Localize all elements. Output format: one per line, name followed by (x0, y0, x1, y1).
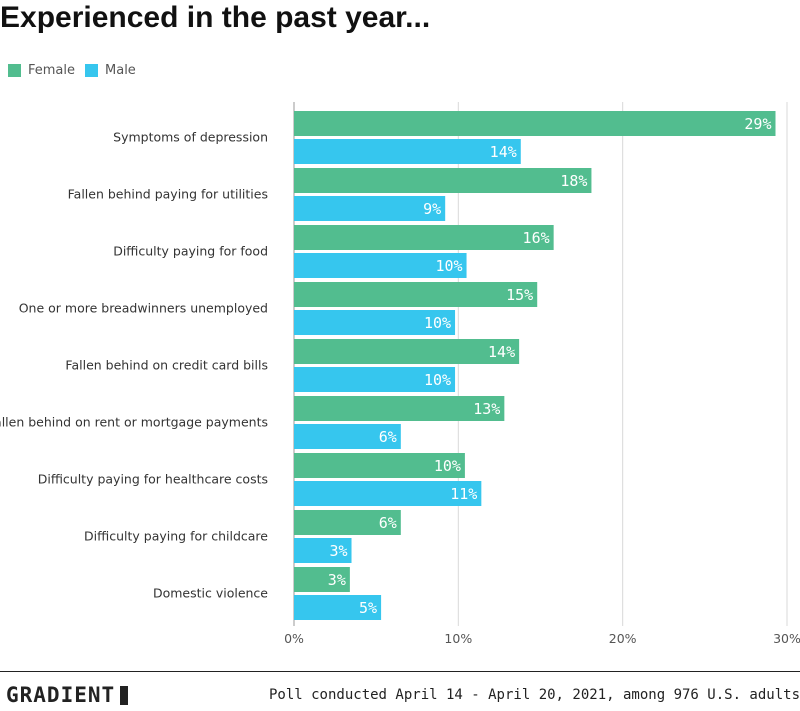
x-tick-label: 10% (444, 631, 472, 646)
bar-male (294, 538, 352, 563)
category-label: One or more breadwinners unemployed (19, 301, 268, 316)
bar-female (294, 396, 505, 421)
chart-title: Experienced in the past year... (0, 1, 431, 34)
bar-value-label: 16% (523, 229, 550, 247)
category-label: Fallen behind on rent or mortgage paymen… (0, 415, 268, 430)
bar-value-label: 14% (490, 143, 517, 161)
bar-male (294, 139, 521, 164)
bar-female (294, 282, 538, 307)
bar-female (294, 111, 776, 136)
category-label: Fallen behind paying for utilities (68, 187, 268, 202)
brand-mark-icon (120, 685, 129, 705)
bar-male (294, 481, 482, 506)
bar-value-label: 29% (744, 115, 771, 133)
legend-swatch-female (8, 63, 21, 77)
bar-female (294, 225, 554, 250)
brand-logo: GRADIENT (6, 683, 129, 707)
bar-value-label: 14% (488, 343, 515, 361)
bar-value-label: 6% (379, 428, 397, 446)
bar-female (294, 168, 592, 193)
bar-male (294, 595, 382, 620)
category-label: Symptoms of depression (113, 130, 268, 145)
x-tick-label: 0% (284, 631, 304, 646)
bar-value-label: 6% (379, 514, 397, 532)
bar-female (294, 339, 520, 364)
legend-swatch-male (85, 63, 99, 77)
bar-male (294, 367, 456, 392)
bar-male (294, 424, 401, 449)
brand-name: GRADIENT (6, 683, 116, 707)
category-label: Difficulty paying for childcare (84, 529, 268, 544)
bar-female (294, 510, 401, 535)
legend-item-female: Female (8, 63, 75, 78)
legend-label-female: Female (28, 62, 76, 78)
bar-value-label: 5% (359, 599, 377, 617)
bar-value-label: 9% (423, 200, 441, 218)
bar-value-label: 10% (434, 457, 461, 475)
bar-value-label: 13% (473, 400, 500, 418)
bar-male (294, 310, 456, 335)
source-note: Poll conducted April 14 - April 20, 2021… (268, 687, 800, 703)
bar-female (294, 453, 465, 478)
bar-value-label: 11% (450, 485, 477, 503)
bar-value-label: 10% (435, 257, 462, 275)
x-tick-label: 30% (773, 631, 800, 646)
bar-value-label: 18% (560, 172, 587, 190)
bar-value-label: 15% (506, 286, 533, 304)
footer-divider (0, 671, 800, 672)
legend: Female Male (8, 60, 146, 80)
bar-value-label: 10% (424, 371, 451, 389)
category-label: Difficulty paying for food (113, 244, 268, 259)
category-label: Fallen behind on credit card bills (65, 358, 268, 373)
bar-male (294, 253, 467, 278)
bar-value-label: 3% (329, 542, 347, 560)
category-label: Domestic violence (153, 586, 268, 601)
x-tick-label: 20% (609, 631, 637, 646)
bar-chart: Symptoms of depression 29% 14% Fallen behin… (0, 102, 800, 646)
legend-label-male: Male (105, 62, 136, 78)
bar-male (294, 196, 446, 221)
bar-value-label: 10% (424, 314, 451, 332)
legend-item-male: Male (85, 63, 136, 78)
category-label: Difficulty paying for healthcare costs (38, 472, 268, 487)
bar-female (294, 567, 350, 592)
bar-value-label: 3% (328, 571, 346, 589)
